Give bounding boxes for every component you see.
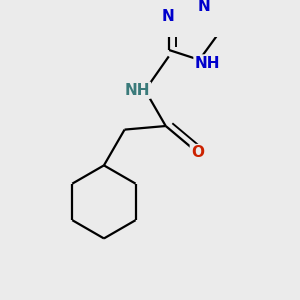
Text: N: N (198, 0, 211, 14)
Text: NH: NH (194, 56, 220, 70)
Text: O: O (191, 145, 204, 160)
Text: N: N (161, 9, 174, 24)
Text: NH: NH (124, 83, 150, 98)
